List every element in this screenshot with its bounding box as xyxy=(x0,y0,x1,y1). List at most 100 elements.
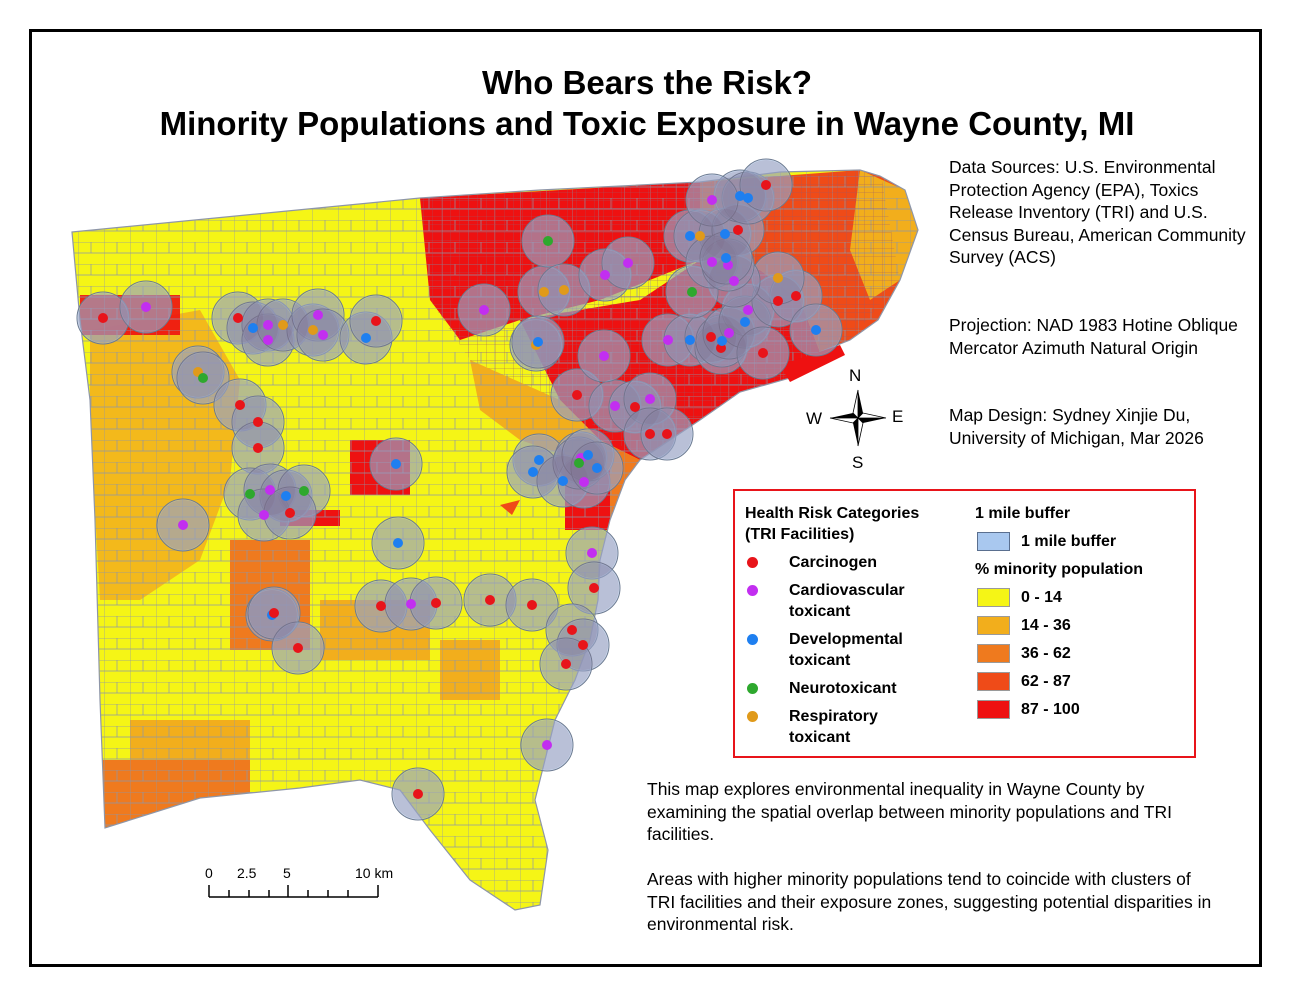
tri-facility-point[interactable] xyxy=(281,491,291,501)
tri-facility-point[interactable] xyxy=(313,310,323,320)
tri-facility-point[interactable] xyxy=(299,486,309,496)
tri-facility-point[interactable] xyxy=(645,394,655,404)
tri-facility-point[interactable] xyxy=(610,401,620,411)
tri-facility-point[interactable] xyxy=(761,180,771,190)
tri-facility-point[interactable] xyxy=(706,332,716,342)
tri-facility-point[interactable] xyxy=(733,225,743,235)
tri-facility-point[interactable] xyxy=(561,659,571,669)
tri-facility-point[interactable] xyxy=(559,285,569,295)
legend-cardiovascular-2: toxicant xyxy=(789,603,851,620)
tri-facility-point[interactable] xyxy=(599,351,609,361)
respiratory-dot-icon xyxy=(747,711,758,722)
tri-facility-point[interactable] xyxy=(479,305,489,315)
tri-facility-point[interactable] xyxy=(98,313,108,323)
tri-facility-point[interactable] xyxy=(263,335,273,345)
tri-facility-point[interactable] xyxy=(265,485,275,495)
tri-facility-point[interactable] xyxy=(589,583,599,593)
compass-north-label: N xyxy=(849,366,862,385)
class-label-4: 62 - 87 xyxy=(1021,673,1071,690)
tri-facility-point[interactable] xyxy=(376,601,386,611)
tri-facility-point[interactable] xyxy=(720,229,730,239)
tri-facility-point[interactable] xyxy=(558,476,568,486)
tri-facility-point[interactable] xyxy=(293,643,303,653)
tri-facility-point[interactable] xyxy=(724,328,734,338)
tri-facility-point[interactable] xyxy=(542,740,552,750)
tri-facility-point[interactable] xyxy=(707,257,717,267)
tri-facility-point[interactable] xyxy=(567,625,577,635)
tri-facility-point[interactable] xyxy=(685,231,695,241)
tri-facility-point[interactable] xyxy=(178,520,188,530)
tri-facility-point[interactable] xyxy=(391,459,401,469)
tri-facility-point[interactable] xyxy=(431,598,441,608)
tri-facility-point[interactable] xyxy=(663,335,673,345)
carcinogen-dot-icon xyxy=(747,557,758,568)
tri-facility-point[interactable] xyxy=(645,429,655,439)
tri-facility-point[interactable] xyxy=(141,302,151,312)
tri-facility-point[interactable] xyxy=(245,489,255,499)
tri-facility-point[interactable] xyxy=(318,330,328,340)
tri-facility-point[interactable] xyxy=(600,270,610,280)
legend-minority-title: % minority population xyxy=(975,561,1143,578)
tri-facility-point[interactable] xyxy=(406,599,416,609)
tri-facility-point[interactable] xyxy=(743,305,753,315)
tri-facility-point[interactable] xyxy=(528,467,538,477)
tri-facility-point[interactable] xyxy=(269,608,279,618)
tri-facility-point[interactable] xyxy=(572,390,582,400)
tri-facility-point[interactable] xyxy=(623,258,633,268)
tri-facility-point[interactable] xyxy=(413,789,423,799)
tri-facility-point[interactable] xyxy=(574,458,584,468)
tri-facility-point[interactable] xyxy=(592,463,602,473)
tri-facility-point[interactable] xyxy=(278,320,288,330)
class-label-3: 36 - 62 xyxy=(1021,645,1071,662)
belle-isle xyxy=(780,345,845,382)
tri-facility-point[interactable] xyxy=(630,402,640,412)
tri-facility-point[interactable] xyxy=(743,193,753,203)
title-line-2: Minority Populations and Toxic Exposure … xyxy=(159,105,1135,142)
legend-buffer-label: 1 mile buffer xyxy=(1021,533,1117,550)
tri-facility-point[interactable] xyxy=(578,640,588,650)
tri-facility-point[interactable] xyxy=(707,195,717,205)
tri-facility-point[interactable] xyxy=(235,400,245,410)
cardiovascular-dot-icon xyxy=(747,585,758,596)
class-swatch-2 xyxy=(977,616,1010,635)
tri-facility-point[interactable] xyxy=(248,323,258,333)
tri-facility-point[interactable] xyxy=(259,510,269,520)
tri-facility-point[interactable] xyxy=(539,287,549,297)
tri-facility-point[interactable] xyxy=(308,325,318,335)
tri-facility-point[interactable] xyxy=(735,191,745,201)
tri-facility-point[interactable] xyxy=(263,320,273,330)
tri-facility-point[interactable] xyxy=(393,538,403,548)
tri-facility-point[interactable] xyxy=(198,373,208,383)
tri-facility-point[interactable] xyxy=(534,455,544,465)
class-swatch-3 xyxy=(977,644,1010,663)
tri-facility-point[interactable] xyxy=(361,333,371,343)
class-swatch-5 xyxy=(977,700,1010,719)
tri-facility-point[interactable] xyxy=(721,253,731,263)
tri-facility-point[interactable] xyxy=(543,236,553,246)
tri-facility-point[interactable] xyxy=(587,548,597,558)
tri-facility-point[interactable] xyxy=(583,450,593,460)
tri-facility-point[interactable] xyxy=(253,443,263,453)
tri-facility-point[interactable] xyxy=(717,336,727,346)
tri-facility-point[interactable] xyxy=(527,600,537,610)
tri-facility-point[interactable] xyxy=(773,296,783,306)
tri-facility-point[interactable] xyxy=(695,231,705,241)
tri-facility-point[interactable] xyxy=(811,325,821,335)
tri-facility-point[interactable] xyxy=(740,317,750,327)
tri-facility-point[interactable] xyxy=(579,477,589,487)
tri-facility-point[interactable] xyxy=(687,287,697,297)
tri-facility-point[interactable] xyxy=(253,417,263,427)
tri-facility-point[interactable] xyxy=(791,291,801,301)
tri-facility-point[interactable] xyxy=(371,316,381,326)
tri-facility-point[interactable] xyxy=(233,313,243,323)
tri-facility-point[interactable] xyxy=(773,273,783,283)
tri-facility-point[interactable] xyxy=(662,429,672,439)
tri-facility-point[interactable] xyxy=(685,335,695,345)
tri-facility-point[interactable] xyxy=(285,508,295,518)
legend-box: Health Risk Categories (TRI Facilities) … xyxy=(733,489,1196,758)
description-paragraph-2: Areas with higher minority populations t… xyxy=(647,869,1212,935)
tri-facility-point[interactable] xyxy=(485,595,495,605)
tri-facility-point[interactable] xyxy=(533,337,543,347)
tri-facility-point[interactable] xyxy=(729,276,739,286)
tri-facility-point[interactable] xyxy=(758,348,768,358)
